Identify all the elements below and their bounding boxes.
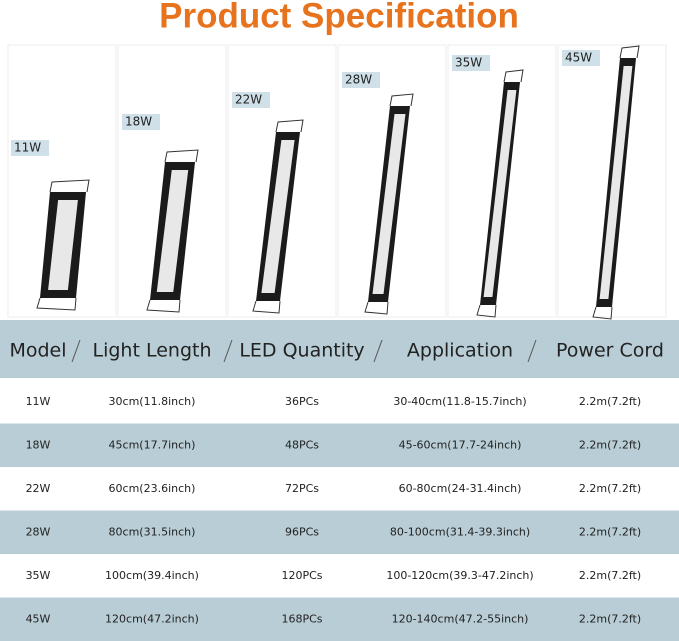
label-bg — [342, 72, 380, 88]
separator — [373, 339, 383, 363]
bracket — [476, 304, 497, 318]
light-panel — [261, 140, 295, 293]
separator — [527, 339, 537, 363]
table-cell: 2.2m(7.2ft) — [579, 526, 641, 539]
product-label: 35W — [455, 56, 482, 70]
label-bg — [232, 92, 270, 108]
light-panel — [372, 114, 406, 294]
light-panel — [48, 200, 78, 290]
table-cell: 120-140cm(47.2-55inch) — [392, 613, 529, 626]
product-label: 22W — [235, 93, 262, 107]
row-bg — [0, 597, 679, 641]
table-cell: 2.2m(7.2ft) — [579, 395, 641, 408]
table-cell: 100-120cm(39.3-47.2inch) — [386, 569, 533, 582]
column-header: Application — [407, 340, 513, 362]
table-cell: 80-100cm(31.4-39.3inch) — [390, 526, 530, 539]
label-bg — [122, 114, 160, 130]
table-cell: 168PCs — [281, 613, 322, 626]
product-label: 28W — [345, 73, 372, 87]
table-cell: 48PCs — [285, 439, 319, 452]
table-cell: 36PCs — [285, 395, 319, 408]
title: Product Specification — [159, 0, 519, 35]
table-cell: 45W — [26, 613, 51, 626]
table-cell: 18W — [26, 439, 51, 452]
table-cell: 35W — [26, 569, 51, 582]
table-cell: 2.2m(7.2ft) — [579, 439, 641, 452]
label-bg — [562, 50, 600, 66]
product-label: 11W — [14, 141, 41, 155]
light-panel — [156, 170, 189, 292]
table-cell: 11W — [26, 395, 51, 408]
product-label: 45W — [565, 51, 592, 65]
bracket — [164, 149, 199, 163]
table-cell: 80cm(31.5inch) — [109, 526, 196, 539]
bracket — [275, 119, 304, 133]
table-cell: 120PCs — [281, 569, 322, 582]
table-cell: 30cm(11.8inch) — [109, 395, 196, 408]
row-bg — [0, 510, 679, 554]
bracket — [36, 297, 77, 311]
bracket — [389, 93, 414, 107]
column-header: Light Length — [93, 340, 212, 362]
table-cell: 22W — [26, 482, 51, 495]
separator — [223, 339, 233, 363]
table-cell: 96PCs — [285, 526, 319, 539]
table-cell: 2.2m(7.2ft) — [579, 569, 641, 582]
column-header: Power Cord — [556, 340, 664, 362]
bracket — [252, 300, 281, 314]
product-label: 18W — [125, 115, 152, 129]
label-bg — [452, 55, 490, 71]
bracket — [49, 179, 90, 193]
light-panel — [483, 90, 517, 297]
row-bg — [0, 423, 679, 467]
table-cell: 2.2m(7.2ft) — [579, 482, 641, 495]
light-panel — [599, 66, 633, 299]
bracket — [619, 45, 640, 59]
column-header: LED Quantity — [239, 340, 364, 362]
table-cell: 60cm(23.6inch) — [109, 482, 196, 495]
bracket — [503, 69, 524, 83]
table-cell: 60-80cm(24-31.4inch) — [399, 482, 522, 495]
table-cell: 45cm(17.7inch) — [109, 439, 196, 452]
table-cell: 45-60cm(17.7-24inch) — [399, 439, 522, 452]
table-cell: 100cm(39.4inch) — [105, 569, 199, 582]
bracket — [364, 301, 389, 315]
label-bg — [11, 140, 49, 156]
bracket — [146, 299, 181, 313]
table-cell: 30-40cm(11.8-15.7inch) — [393, 395, 526, 408]
table-cell: 2.2m(7.2ft) — [579, 613, 641, 626]
bracket — [592, 306, 613, 320]
table-header-bg — [0, 320, 679, 378]
table-cell: 72PCs — [285, 482, 319, 495]
table-cell: 28W — [26, 526, 51, 539]
separator — [71, 339, 81, 363]
column-header: Model — [9, 340, 66, 362]
table-cell: 120cm(47.2inch) — [105, 613, 199, 626]
